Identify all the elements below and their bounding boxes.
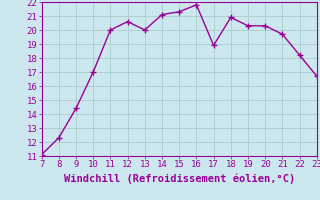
X-axis label: Windchill (Refroidissement éolien,°C): Windchill (Refroidissement éolien,°C) bbox=[64, 173, 295, 184]
